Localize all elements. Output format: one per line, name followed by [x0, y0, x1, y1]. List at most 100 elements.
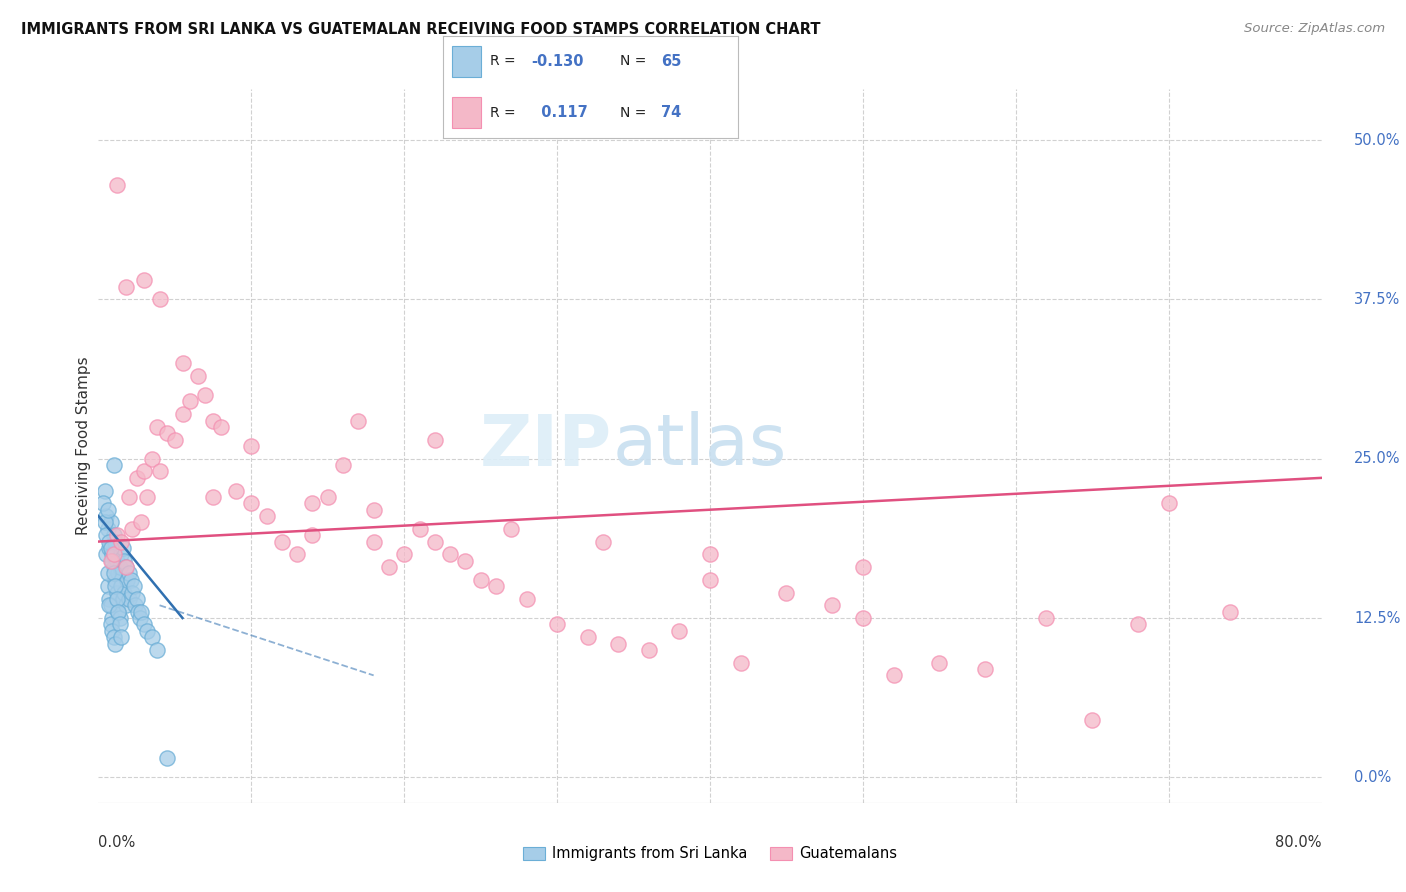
- Point: [202, 490, 225, 504]
- Point: [129, 516, 152, 530]
- Point: [98, 534, 121, 549]
- Point: [134, 617, 156, 632]
- Point: [100, 541, 122, 555]
- Point: [883, 668, 905, 682]
- Point: [516, 591, 538, 606]
- Point: [101, 554, 124, 568]
- FancyBboxPatch shape: [451, 46, 481, 77]
- Legend: Immigrants from Sri Lanka, Guatemalans: Immigrants from Sri Lanka, Guatemalans: [517, 840, 903, 867]
- Point: [730, 656, 752, 670]
- Point: [141, 630, 163, 644]
- Point: [256, 509, 278, 524]
- Point: [546, 617, 568, 632]
- Point: [101, 547, 124, 561]
- Point: [104, 573, 127, 587]
- Point: [122, 579, 145, 593]
- Text: 12.5%: 12.5%: [1354, 610, 1400, 625]
- Point: [485, 579, 508, 593]
- Point: [104, 636, 127, 650]
- Text: 50.0%: 50.0%: [1354, 133, 1400, 148]
- Text: 37.5%: 37.5%: [1354, 292, 1400, 307]
- Point: [103, 560, 125, 574]
- Point: [98, 591, 121, 606]
- Point: [240, 439, 263, 453]
- Point: [112, 554, 135, 568]
- Point: [136, 624, 159, 638]
- Point: [97, 579, 120, 593]
- Point: [501, 522, 523, 536]
- Point: [149, 465, 172, 479]
- Point: [110, 534, 132, 549]
- Text: 0.0%: 0.0%: [98, 835, 135, 850]
- Point: [101, 611, 124, 625]
- Point: [110, 579, 132, 593]
- Point: [202, 413, 225, 427]
- Point: [118, 591, 141, 606]
- Point: [699, 547, 721, 561]
- Text: N =: N =: [620, 105, 651, 120]
- Text: 0.0%: 0.0%: [1354, 770, 1391, 785]
- Point: [240, 496, 263, 510]
- Text: R =: R =: [491, 105, 520, 120]
- Point: [125, 471, 148, 485]
- Point: [121, 585, 143, 599]
- Point: [98, 599, 121, 613]
- Point: [94, 509, 117, 524]
- Point: [209, 420, 232, 434]
- Point: [225, 483, 247, 498]
- Point: [301, 528, 323, 542]
- Text: 74: 74: [661, 105, 682, 120]
- Point: [363, 502, 385, 516]
- Point: [316, 490, 339, 504]
- Point: [423, 433, 446, 447]
- Point: [285, 547, 308, 561]
- Point: [454, 554, 477, 568]
- Point: [270, 534, 294, 549]
- Point: [1035, 611, 1057, 625]
- Point: [110, 630, 132, 644]
- Point: [107, 605, 129, 619]
- Text: 65: 65: [661, 54, 682, 69]
- Point: [121, 522, 143, 536]
- Point: [93, 516, 115, 530]
- Point: [1219, 605, 1241, 619]
- Point: [115, 560, 138, 574]
- Point: [108, 611, 131, 625]
- Text: Source: ZipAtlas.com: Source: ZipAtlas.com: [1244, 22, 1385, 36]
- Point: [852, 611, 875, 625]
- Point: [378, 560, 401, 574]
- Point: [101, 624, 124, 638]
- Point: [110, 547, 132, 561]
- Point: [97, 566, 120, 581]
- Point: [134, 465, 156, 479]
- Point: [97, 522, 120, 536]
- Point: [105, 585, 128, 599]
- Point: [1081, 713, 1104, 727]
- Text: 80.0%: 80.0%: [1275, 835, 1322, 850]
- Point: [128, 611, 150, 625]
- Point: [115, 599, 138, 613]
- Point: [104, 579, 127, 593]
- Point: [115, 279, 138, 293]
- Point: [172, 356, 194, 370]
- Point: [91, 496, 114, 510]
- Point: [141, 451, 163, 466]
- Point: [118, 566, 141, 581]
- Point: [1128, 617, 1150, 632]
- Point: [93, 483, 115, 498]
- Point: [775, 585, 797, 599]
- FancyBboxPatch shape: [451, 97, 481, 128]
- Point: [125, 591, 148, 606]
- Point: [439, 547, 461, 561]
- Point: [156, 426, 179, 441]
- Point: [187, 368, 209, 383]
- Point: [108, 617, 131, 632]
- Y-axis label: Receiving Food Stamps: Receiving Food Stamps: [76, 357, 91, 535]
- Point: [105, 554, 128, 568]
- Point: [592, 534, 614, 549]
- Point: [115, 560, 138, 574]
- Point: [145, 643, 167, 657]
- Point: [332, 458, 354, 472]
- Point: [105, 528, 128, 542]
- Point: [127, 605, 149, 619]
